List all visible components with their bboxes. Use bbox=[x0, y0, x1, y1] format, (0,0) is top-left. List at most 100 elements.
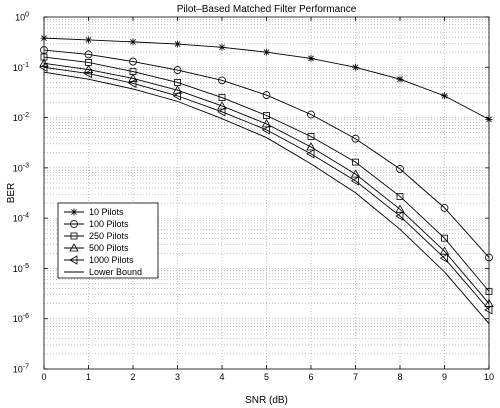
legend-label: 100 Pilots bbox=[89, 219, 129, 229]
legend-entry: 100 Pilots bbox=[64, 219, 129, 229]
marker-asterisk bbox=[307, 54, 315, 62]
marker-triangle-up bbox=[261, 119, 272, 128]
asterisk-stroke bbox=[308, 55, 314, 62]
marker-asterisk bbox=[85, 36, 92, 44]
y-tick-label: 10-6 bbox=[13, 313, 29, 324]
y-tick-label: 10-1 bbox=[13, 62, 29, 73]
marker-circle bbox=[173, 66, 182, 74]
asterisk-stroke bbox=[130, 39, 136, 45]
marker-circle bbox=[307, 110, 315, 119]
marker-asterisk bbox=[174, 40, 181, 48]
marker-circle bbox=[70, 220, 78, 228]
marker-triangle-left bbox=[395, 211, 404, 221]
marker-circle bbox=[351, 134, 360, 143]
series-line bbox=[43, 62, 490, 304]
marker-triangle-left bbox=[172, 91, 181, 101]
marker-square bbox=[352, 158, 359, 166]
y-tick-label: 10-7 bbox=[13, 364, 29, 375]
legend-label: 1000 Pilots bbox=[89, 255, 134, 265]
marker-triangle-left bbox=[261, 125, 270, 135]
asterisk-stroke bbox=[263, 49, 270, 56]
y-tick-label: 10-4 bbox=[13, 213, 29, 224]
y-tick-label: 10-5 bbox=[13, 263, 29, 274]
marker-triangle-left bbox=[69, 255, 78, 265]
x-tick-label: 8 bbox=[397, 372, 402, 382]
legend-label: 250 Pilots bbox=[89, 231, 129, 241]
x-tick-label: 3 bbox=[175, 372, 180, 382]
y-tick-label: 10-2 bbox=[13, 112, 29, 123]
x-tick-label: 5 bbox=[264, 372, 269, 382]
legend-entry: 1000 Pilots bbox=[64, 255, 134, 265]
marker-asterisk bbox=[70, 208, 78, 216]
marker-circle bbox=[396, 165, 404, 173]
marker-square bbox=[441, 234, 448, 242]
marker-triangle-up bbox=[83, 64, 94, 73]
marker-circle bbox=[440, 203, 449, 212]
asterisk-stroke bbox=[85, 37, 92, 43]
marker-square bbox=[218, 94, 226, 101]
marker-asterisk bbox=[352, 63, 359, 71]
marker-square bbox=[263, 112, 270, 119]
marker-square bbox=[307, 133, 315, 140]
marker-triangle-left bbox=[128, 78, 137, 89]
marker-asterisk bbox=[396, 75, 404, 83]
x-axis-label: SNR (dB) bbox=[245, 395, 288, 406]
marker-circle bbox=[262, 91, 271, 99]
marker-triangle-up bbox=[69, 243, 79, 252]
marker-triangle-left bbox=[439, 253, 448, 263]
marker-triangle-up bbox=[217, 101, 227, 110]
asterisk-stroke bbox=[352, 64, 359, 71]
marker-triangle-left bbox=[83, 68, 92, 79]
ticks: 0 1 2 3 4 5 6 7 8 9 10 100 10-1 10-2 10-3 10-4 10-5 10-6 1… bbox=[13, 12, 494, 383]
marker-asterisk bbox=[263, 48, 270, 56]
legend-box bbox=[57, 202, 159, 279]
legend-label: 10 Pilots bbox=[89, 207, 124, 217]
x-tick-label: 6 bbox=[308, 372, 313, 382]
x-tick-label: 10 bbox=[484, 372, 494, 382]
x-tick-label: 2 bbox=[130, 372, 135, 382]
grid bbox=[44, 17, 489, 369]
series-1000-pilots bbox=[39, 62, 493, 315]
series-line bbox=[43, 56, 490, 292]
y-tick-label: 100 bbox=[15, 12, 29, 23]
legend: 10 Pilots 100 Pilots 250 Pilots 500 Pilots 1… bbox=[57, 202, 159, 279]
marker-circle bbox=[218, 76, 226, 85]
asterisk-stroke bbox=[397, 76, 403, 83]
series-100-pilots bbox=[40, 46, 493, 262]
series-line bbox=[43, 71, 490, 324]
marker-square bbox=[70, 232, 78, 240]
legend-label: 500 Pilots bbox=[89, 243, 129, 253]
legend-entry: 10 Pilots bbox=[64, 207, 124, 217]
series-line bbox=[43, 49, 490, 258]
marker-triangle-up bbox=[439, 246, 450, 255]
x-tick-label: 0 bbox=[41, 372, 46, 382]
y-tick-label: 10-3 bbox=[13, 162, 29, 173]
marker-square bbox=[396, 193, 404, 200]
marker-circle bbox=[129, 57, 137, 66]
marker-triangle-left bbox=[306, 149, 315, 159]
marker-triangle-up bbox=[306, 142, 316, 151]
marker-triangle-left bbox=[484, 305, 493, 315]
series-line bbox=[43, 66, 490, 311]
asterisk-stroke bbox=[219, 44, 225, 51]
x-tick-label: 9 bbox=[442, 372, 447, 382]
marker-asterisk bbox=[218, 43, 226, 51]
y-axis-label: BER bbox=[6, 183, 17, 204]
marker-circle bbox=[84, 50, 93, 59]
series-lower-bound bbox=[43, 71, 490, 324]
marker-triangle-up bbox=[395, 204, 405, 213]
asterisk-stroke bbox=[174, 41, 181, 47]
x-tick-label: 1 bbox=[86, 372, 91, 382]
asterisk-stroke bbox=[441, 92, 448, 99]
marker-triangle-left bbox=[217, 107, 226, 117]
legend-entry: Lower Bound bbox=[64, 267, 142, 277]
marker-asterisk bbox=[441, 92, 448, 100]
marker-triangle-left bbox=[350, 176, 359, 186]
marker-asterisk bbox=[129, 38, 137, 46]
x-tick-label: 4 bbox=[219, 372, 224, 382]
marker-triangle-up bbox=[350, 169, 361, 178]
chart-title: Pilot–Based Matched Filter Performance bbox=[177, 4, 357, 15]
x-tick-label: 7 bbox=[353, 372, 358, 382]
legend-entry: 500 Pilots bbox=[64, 243, 129, 253]
